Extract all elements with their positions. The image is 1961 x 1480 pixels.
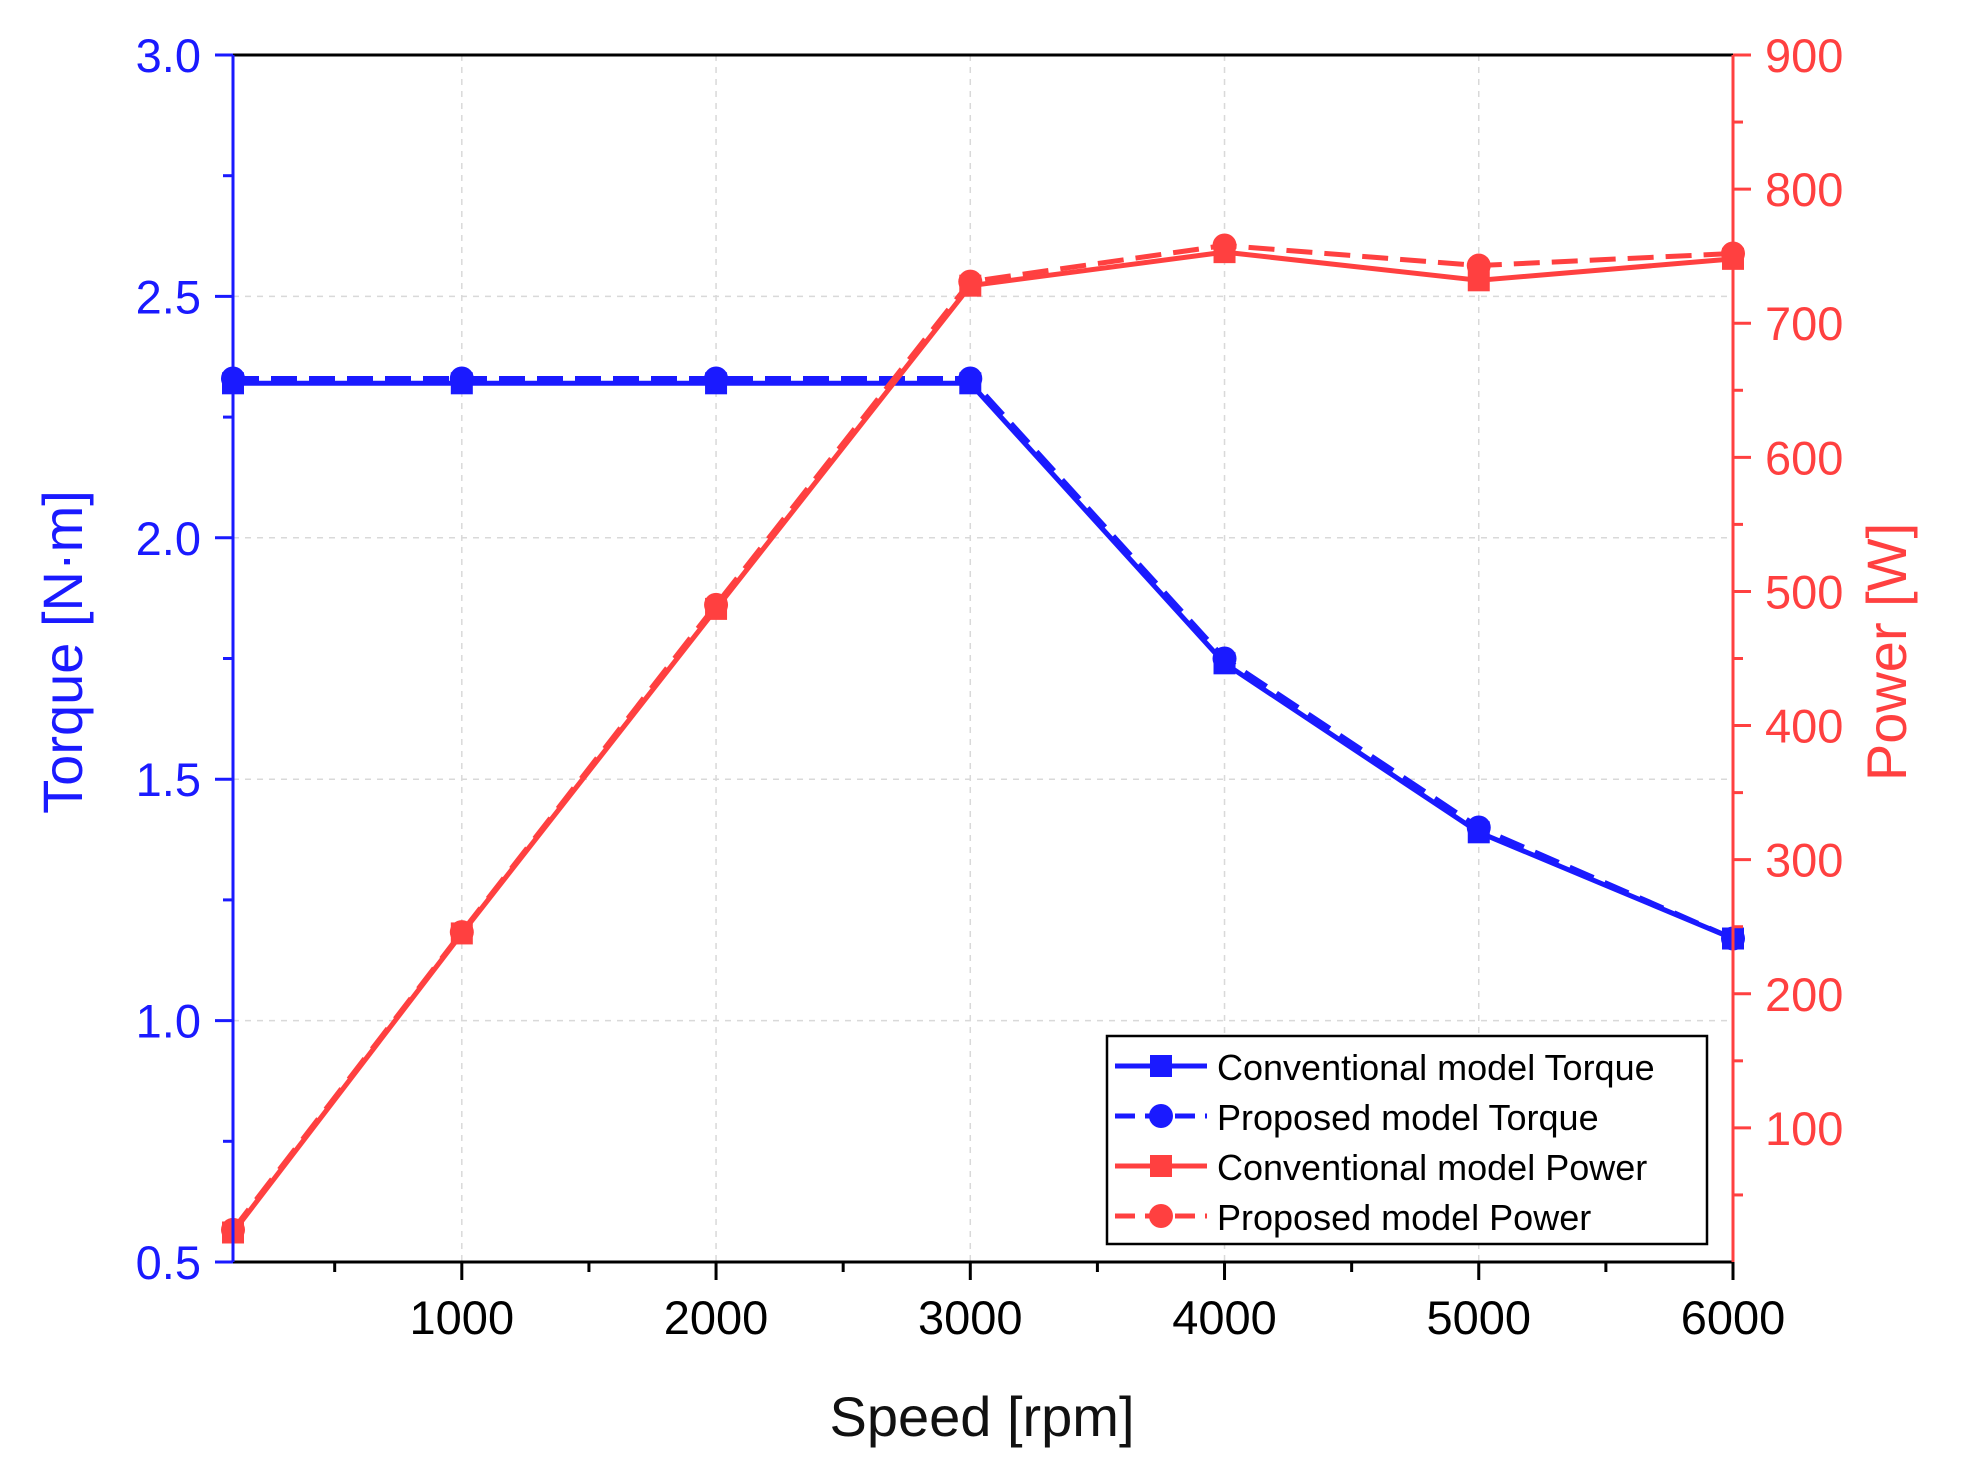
data-point-circle [1212, 646, 1237, 671]
legend-label: Proposed model Power [1217, 1197, 1591, 1238]
right-y-tick-label: 400 [1765, 700, 1843, 753]
right-y-tick-label: 700 [1765, 297, 1843, 350]
left-y-axis-title: Torque [N·m] [31, 490, 94, 814]
legend-label: Conventional model Torque [1217, 1047, 1655, 1088]
x-tick-label: 5000 [1426, 1291, 1531, 1344]
legend-marker-circle [1149, 1204, 1173, 1228]
left-y-tick-label: 2.5 [136, 270, 201, 323]
x-tick-label: 6000 [1681, 1291, 1786, 1344]
legend-item: Proposed model Power [1115, 1197, 1591, 1238]
legend-marker-square [1150, 1155, 1172, 1177]
series-proposed-model-torque [221, 366, 1745, 951]
x-tick-label: 1000 [410, 1291, 515, 1344]
left-y-tick-label: 3.0 [136, 29, 201, 82]
right-y-tick-label: 600 [1765, 431, 1843, 484]
legend-box [1105, 1034, 1709, 1246]
data-point-circle [449, 920, 474, 945]
axes [215, 53, 1751, 1280]
right-y-tick-label: 500 [1765, 565, 1843, 618]
left-y-tick-label: 1.5 [136, 753, 201, 806]
right-y-tick-label: 200 [1765, 968, 1843, 1021]
right-y-tick-label: 300 [1765, 834, 1843, 887]
left-y-tick-label: 2.0 [136, 512, 201, 565]
right-y-tick-label: 100 [1765, 1102, 1843, 1155]
left-y-tick-label: 1.0 [136, 995, 201, 1048]
plot-series [221, 233, 1745, 1244]
legend-marker-square [1150, 1055, 1172, 1077]
legend-item: Conventional model Power [1115, 1147, 1647, 1188]
legend-label: Conventional model Power [1217, 1147, 1647, 1188]
right-y-tick-label: 900 [1765, 29, 1843, 82]
left-y-tick-label: 0.5 [136, 1236, 201, 1289]
data-point-circle [958, 269, 983, 294]
tick-labels: 1000 2000 3000 4000 5000 6000 0.5 1.0 1.5 2.0 2.5 3… [136, 29, 1844, 1344]
right-y-tick-label: 800 [1765, 163, 1843, 216]
right-y-axis-title: Power [W] [1855, 523, 1918, 781]
series-line [233, 380, 1734, 941]
x-tick-label: 4000 [1172, 1291, 1277, 1344]
series-conventional-model-torque [222, 372, 1744, 950]
legend: Conventional model Torque Proposed model … [1105, 1034, 1709, 1246]
legend-marker-circle [1149, 1104, 1173, 1128]
data-point-circle [704, 366, 729, 391]
data-point-circle [1212, 233, 1237, 258]
x-tick-label: 2000 [664, 1291, 769, 1344]
data-point-circle [1466, 815, 1491, 840]
x-axis-title: Speed [rpm] [829, 1385, 1134, 1448]
data-point-circle [1466, 253, 1491, 278]
series-line [233, 375, 1735, 941]
data-point-circle [449, 366, 474, 391]
data-point-circle [958, 366, 983, 391]
x-tick-label: 3000 [918, 1291, 1023, 1344]
legend-item: Proposed model Torque [1115, 1097, 1599, 1138]
legend-label: Proposed model Torque [1217, 1097, 1599, 1138]
data-point-circle [704, 592, 729, 617]
legend-item: Conventional model Torque [1115, 1047, 1655, 1088]
